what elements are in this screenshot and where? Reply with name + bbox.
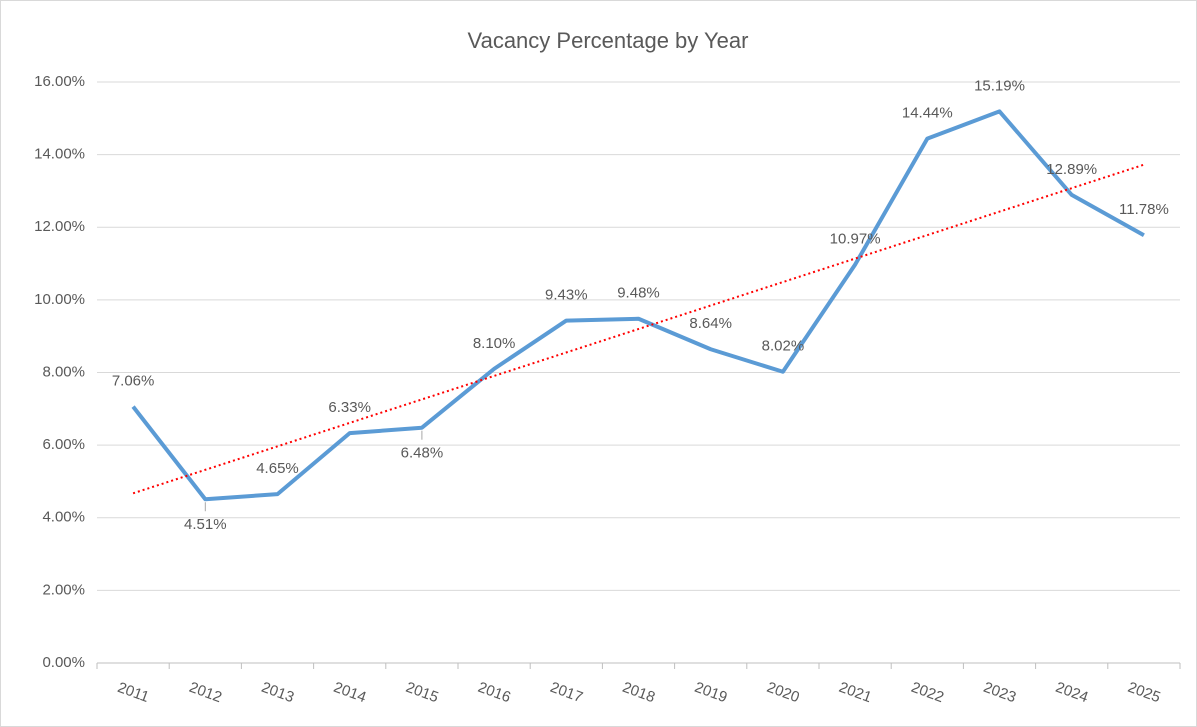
data-label: 6.48% [401, 445, 444, 462]
trendline [132, 163, 1145, 495]
data-label: 6.33% [328, 399, 371, 416]
chart-title: Vacancy Percentage by Year [468, 28, 749, 53]
data-label: 8.64% [689, 315, 732, 332]
data-label: 4.51% [184, 516, 227, 533]
data-label: 9.43% [545, 287, 588, 304]
data-label: 8.10% [473, 335, 516, 352]
y-tick-label: 10.00% [34, 291, 85, 308]
y-tick-label: 8.00% [42, 363, 85, 380]
data-label: 8.02% [762, 338, 805, 355]
data-label: 12.89% [1046, 161, 1097, 178]
data-label: 7.06% [112, 373, 155, 390]
y-tick-label: 0.00% [42, 654, 85, 671]
data-label: 11.78% [1119, 201, 1169, 218]
data-label: 4.65% [256, 460, 299, 477]
y-tick-label: 2.00% [42, 581, 85, 598]
y-tick-label: 14.00% [34, 146, 85, 163]
data-label: 10.97% [830, 231, 881, 248]
y-tick-label: 12.00% [34, 218, 85, 235]
data-line [131, 109, 1145, 502]
y-tick-label: 16.00% [34, 73, 85, 90]
data-label: 14.44% [902, 105, 953, 122]
data-label: 15.19% [974, 77, 1025, 94]
data-label: 9.48% [617, 285, 660, 302]
y-tick-label: 6.00% [42, 436, 85, 453]
y-tick-label: 4.00% [42, 509, 85, 526]
